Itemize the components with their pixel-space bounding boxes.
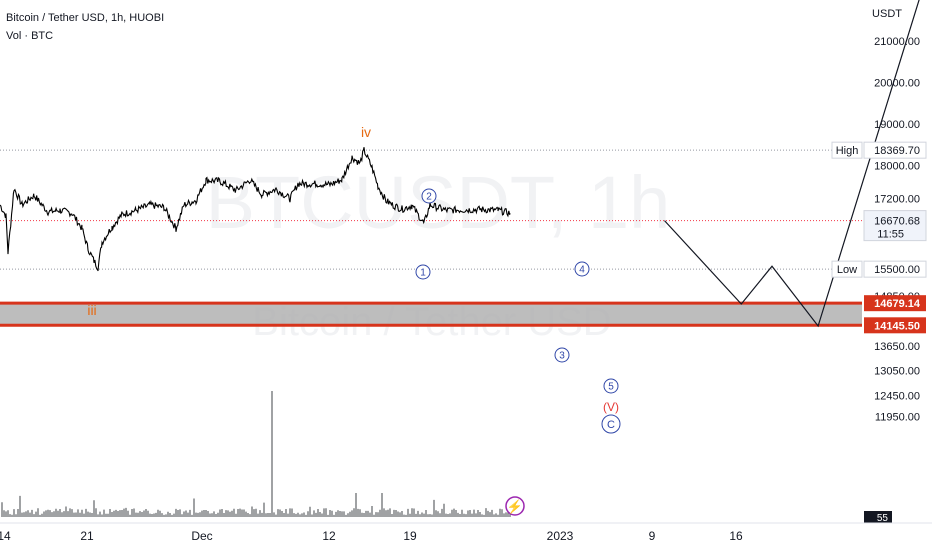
flash-icon[interactable] [505,496,525,516]
y-tick-label: 18000.00 [874,161,920,173]
flash-icon-glyph: ⚡ [507,499,523,515]
y-tick-label: 11950.00 [875,411,920,423]
zone-top-price-box [864,295,926,312]
price-series[interactable] [0,147,511,272]
x-tick-label: 21 [80,529,94,543]
high-tag-box [831,141,863,159]
y-tick-label: 17200.00 [874,194,920,206]
high-price-value: 18369.70 [874,145,920,157]
volume-badge-box [864,511,892,523]
currency-label: USDT [872,8,902,20]
low-tag-label: Low [837,264,857,276]
low-price-box [863,260,927,278]
wave-label-1[interactable]: 1 [420,268,426,279]
y-tick-label: 19000.00 [874,119,920,131]
zone-bottom-price: 14145.50 [874,320,920,332]
y-tick-label: 12450.00 [874,391,920,403]
wave-label-2-circle [421,188,437,204]
wave-label-C[interactable]: C [607,419,615,431]
wave-label-iv[interactable]: iv [361,124,371,140]
support-zone[interactable] [0,303,862,326]
symbol-title: Bitcoin / Tether USD, 1h, HUOBI [6,12,165,24]
x-tick-label: 16 [729,529,743,543]
current-price-value: 16670.68 [874,216,920,228]
low-tag-box [831,260,863,278]
wave-label-4-circle [574,261,590,277]
x-tick-label: 12 [322,529,336,543]
wave-label-V[interactable]: (V) [603,400,619,414]
watermark-symbol: BTCUSDT, 1h [206,161,671,244]
y-tick-label: 21000.00 [874,36,920,48]
wave-label-iii[interactable]: iii [87,302,96,318]
projection-path[interactable] [664,0,926,328]
x-tick-label: 9 [649,529,656,543]
high-tag-label: High [836,145,859,157]
low-price-value: 15500.00 [874,264,920,276]
y-tick-label: 13650.00 [874,341,920,353]
high-price-box [863,141,927,159]
wave-label-2[interactable]: 2 [426,192,432,203]
wave-label-C-circle [601,414,621,434]
wave-label-5[interactable]: 5 [608,382,614,393]
x-tick-label: 14 [0,529,11,543]
wave-label-3-circle [554,347,570,363]
zone-bottom-price-box [864,317,926,334]
wave-label-3[interactable]: 3 [559,351,565,362]
x-tick-label: 19 [403,529,417,543]
zone-top-price: 14679.14 [874,298,921,310]
wave-label-1-circle [415,264,431,280]
x-tick-label: Dec [191,529,212,543]
volume-title: Vol · BTC [6,30,54,42]
x-tick-label: 2023 [547,529,574,543]
y-tick-label: 13050.00 [874,366,920,378]
countdown-value: 11:55 [877,229,904,241]
current-price-box [863,210,927,242]
y-tick-label: 20000.00 [874,78,920,90]
wave-label-4[interactable]: 4 [579,265,585,276]
volume-badge-value: 55 [877,513,889,524]
wave-label-5-circle [603,378,619,394]
